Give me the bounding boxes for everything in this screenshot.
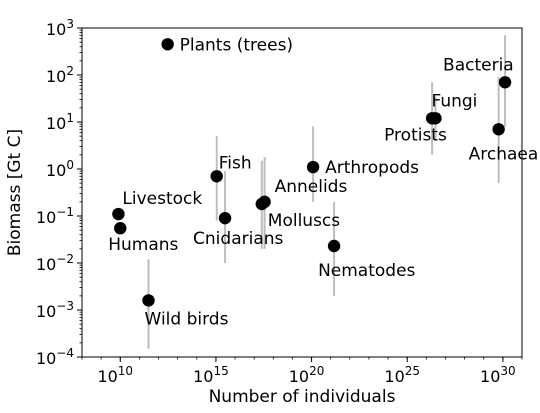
point-label: Fish	[219, 153, 252, 173]
x-tick-label: 1010	[97, 364, 133, 386]
point-label: Fungi	[431, 91, 477, 111]
point-label: Nematodes	[318, 261, 415, 281]
data-point	[327, 239, 341, 253]
data-point	[425, 112, 439, 125]
point-label: Protists	[384, 125, 447, 145]
point-label: Archaea	[469, 144, 539, 164]
data-point	[492, 123, 505, 136]
y-tick-label: 100	[46, 158, 74, 180]
y-tick-label: 10−3	[36, 299, 74, 321]
point-label: Plants (trees)	[180, 35, 293, 55]
point-label: Arthropods	[325, 158, 419, 178]
point-label: Cnidarians	[193, 229, 283, 249]
data-point	[112, 207, 125, 221]
plot-frame	[81, 27, 523, 358]
y-tick-label: 10−4	[36, 346, 74, 368]
x-tick-label: 1020	[289, 364, 325, 386]
y-tick-label: 102	[46, 64, 74, 86]
data-point	[218, 211, 232, 225]
data-point	[255, 197, 268, 211]
point-label: Bacteria	[443, 55, 514, 75]
x-tick-label: 1015	[193, 364, 229, 386]
data-points	[112, 38, 512, 307]
point-label: Humans	[108, 235, 178, 255]
y-axis-label: Biomass [Gt C]	[5, 129, 25, 256]
y-tick-label: 103	[46, 17, 74, 39]
point-label: Molluscs	[268, 211, 340, 231]
y-tick-label: 101	[46, 111, 74, 133]
x-tick-label: 1025	[384, 364, 420, 386]
data-point	[114, 222, 127, 235]
x-axis-label: Number of individuals	[209, 387, 396, 407]
data-point	[142, 294, 155, 307]
data-point	[306, 160, 320, 174]
y-tick-label: 10−2	[36, 252, 74, 274]
point-labels: Plants (trees) Bacteria Fungi Protists Archa…	[108, 35, 538, 329]
data-point	[210, 170, 223, 183]
data-point	[498, 76, 512, 89]
point-label: Wild birds	[145, 309, 229, 329]
x-axis-ticks: 1010 1015 1020 1025 1030	[81, 357, 523, 386]
point-label: Annelids	[275, 177, 348, 197]
data-point	[161, 38, 174, 51]
x-tick-label: 1030	[480, 364, 516, 386]
y-axis-ticks: 10−4 10−3 10−2 10−1 100 101 102 103	[36, 17, 82, 368]
y-tick-label: 10−1	[36, 205, 74, 227]
point-label: Livestock	[122, 189, 202, 209]
